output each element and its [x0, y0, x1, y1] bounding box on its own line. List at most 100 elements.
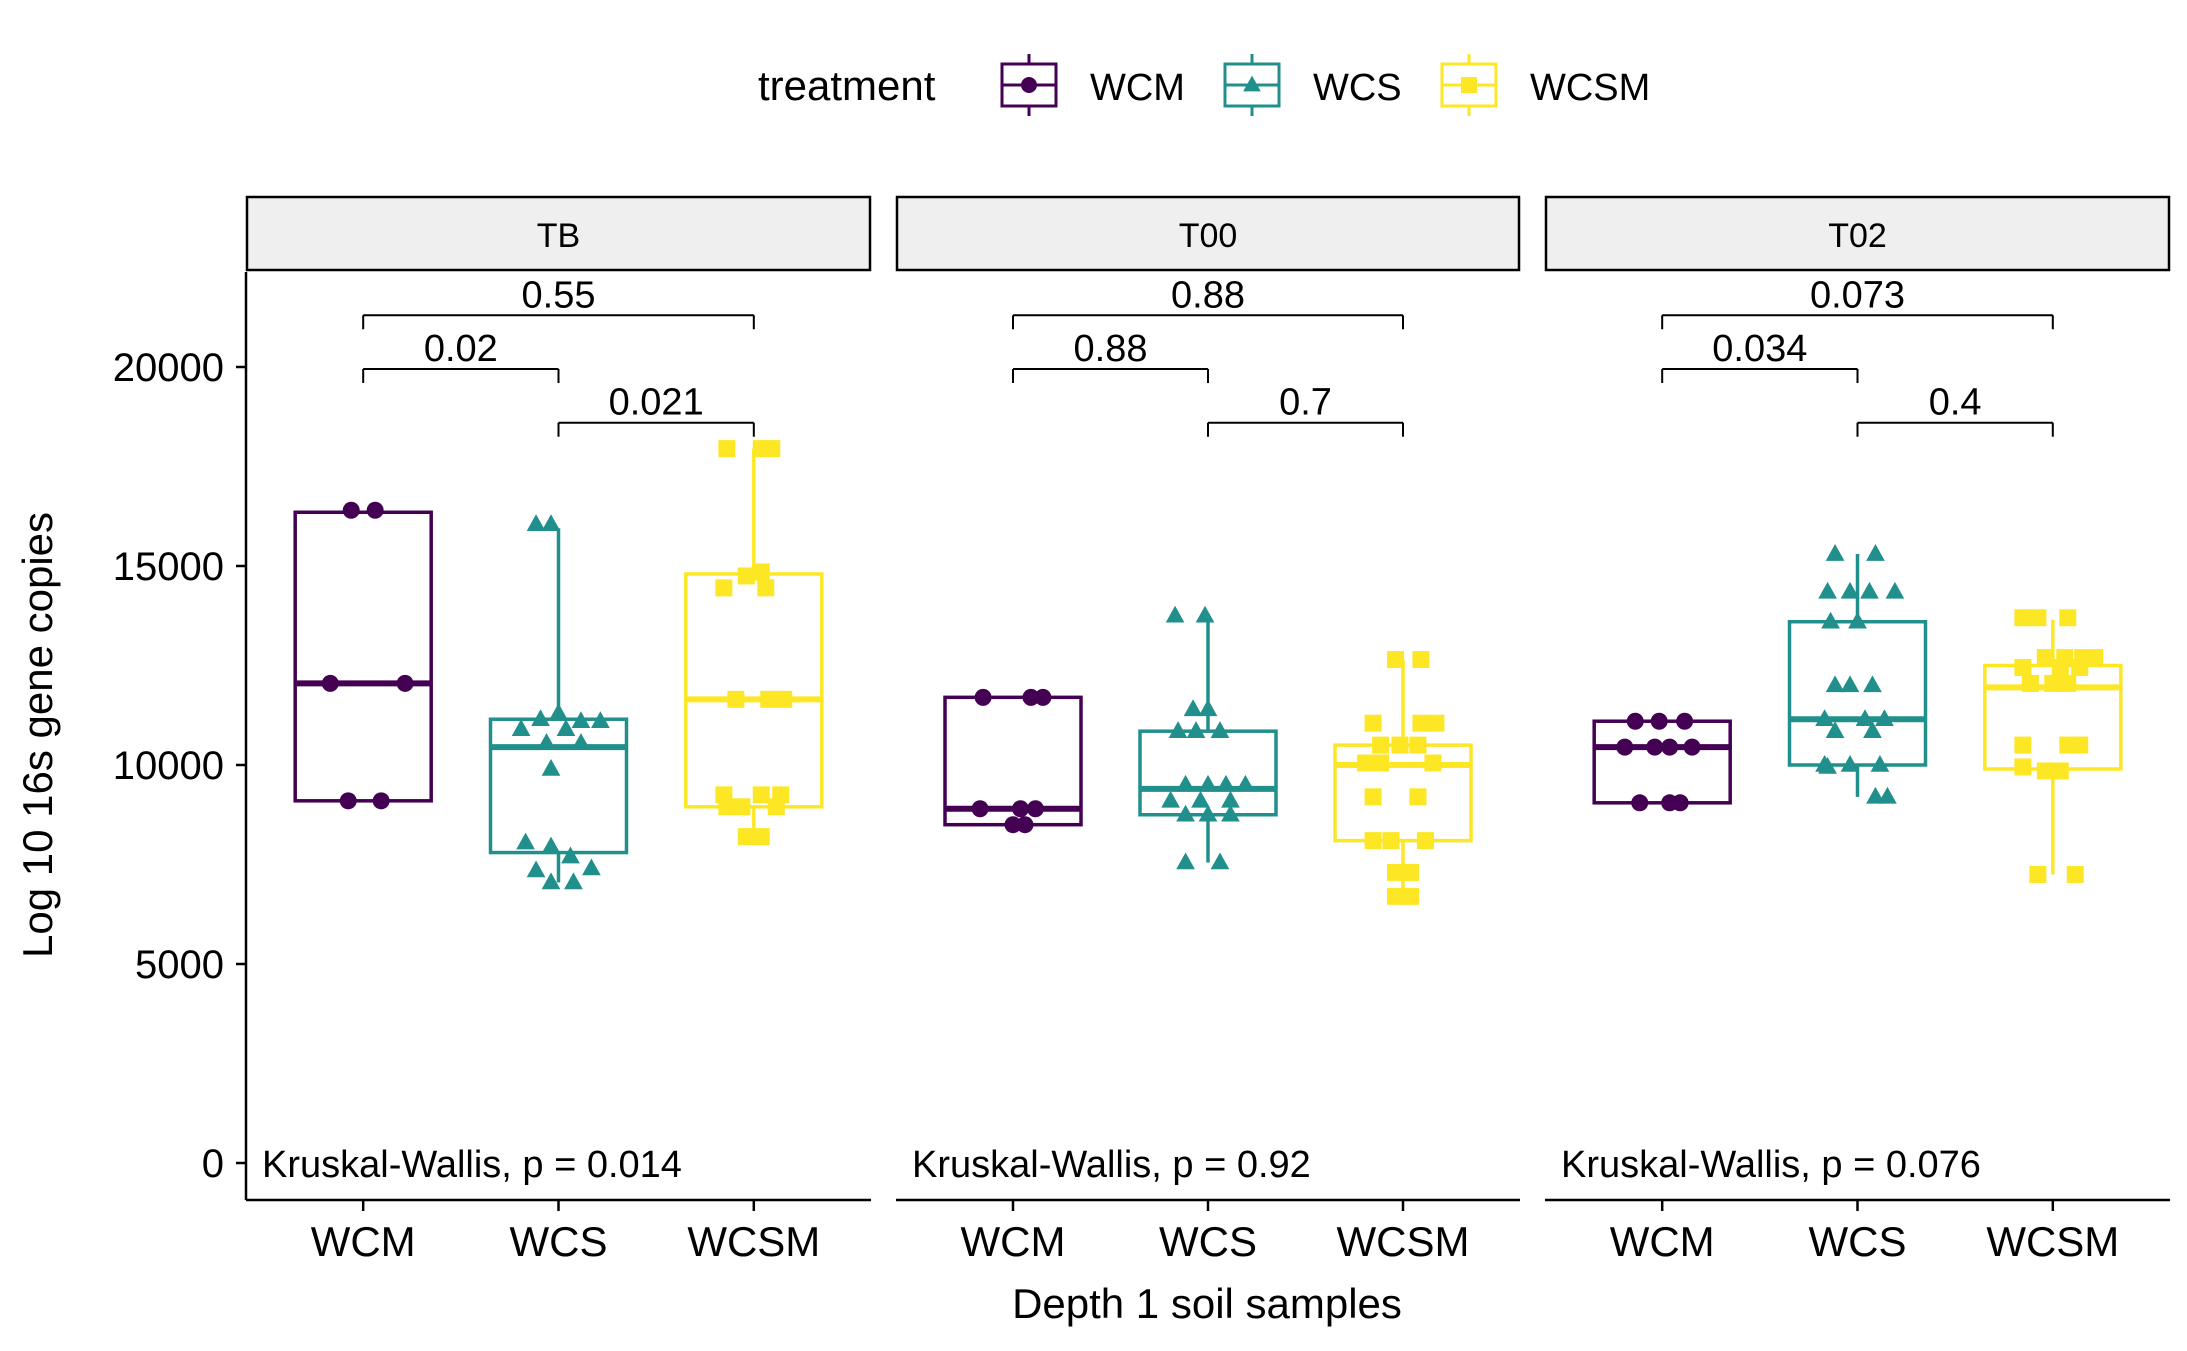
data-point: [2036, 649, 2054, 667]
data-point: [1011, 800, 1029, 818]
box-body: [488, 717, 629, 855]
x-tick-label: WCSM: [687, 1218, 820, 1265]
x-tick-label: WCM: [961, 1218, 1066, 1265]
data-point: [1840, 754, 1860, 772]
x-tick-label: WCS: [1809, 1218, 1907, 1265]
data-point: [1866, 786, 1885, 804]
strip-label: T02: [1828, 217, 1887, 255]
data-point: [372, 792, 390, 810]
data-point: [2051, 762, 2069, 780]
data-point: [541, 872, 561, 890]
kruskal-label: Kruskal-Wallis, p = 0.92: [912, 1144, 1311, 1186]
data-point: [2014, 758, 2032, 776]
data-point: [531, 709, 550, 727]
data-point: [971, 800, 989, 818]
comparison-bracket: 0.073: [1661, 274, 2054, 330]
data-point: [2066, 865, 2084, 883]
legend-item-wcm: WCM: [1000, 54, 1185, 116]
data-point: [737, 828, 755, 846]
data-point: [1391, 736, 1409, 754]
box-wcm: [1592, 712, 1732, 812]
box-body: [1333, 743, 1473, 843]
data-point: [1176, 852, 1195, 870]
box-wcsm: [1983, 609, 2123, 883]
legend-label: WCM: [1090, 67, 1185, 109]
legend-item-wcsm: WCSM: [1440, 54, 1650, 116]
data-point: [366, 501, 384, 519]
data-point: [1216, 774, 1236, 792]
comparison-bracket: 0.02: [362, 328, 560, 383]
data-point: [1676, 712, 1694, 730]
strip: [1544, 195, 2171, 272]
data-point: [1866, 544, 1885, 561]
box-body: [293, 510, 433, 803]
legend-item-wcs: WCS: [1223, 54, 1402, 116]
data-point: [1840, 675, 1860, 693]
data-point: [715, 579, 733, 597]
panels: 0 5000 10000 15000 20000 TB WCM WCS WCSM 0.55 0.02…: [113, 195, 2171, 1265]
legend-label: WCS: [1313, 67, 1402, 109]
data-point: [752, 563, 770, 581]
data-point: [2029, 609, 2047, 627]
data-point: [1818, 581, 1837, 599]
data-point: [1198, 699, 1218, 717]
strip-label: T00: [1179, 217, 1238, 255]
strip: [245, 195, 872, 272]
data-point: [591, 711, 610, 729]
p-value-label: 0.02: [424, 328, 498, 370]
kruskal-label: Kruskal-Wallis, p = 0.076: [1561, 1144, 1981, 1186]
data-point: [1840, 581, 1860, 599]
data-point: [561, 846, 580, 864]
x-tick-label: WCM: [311, 1218, 416, 1265]
data-point: [737, 567, 755, 585]
data-point: [2059, 609, 2077, 627]
data-point: [582, 858, 601, 876]
data-point: [1210, 721, 1230, 738]
p-value-label: 0.034: [1712, 328, 1807, 370]
box-wcs: [1787, 544, 1928, 804]
data-point: [2059, 674, 2077, 692]
data-point: [1176, 804, 1195, 822]
data-point: [1165, 605, 1185, 623]
data-point: [1221, 804, 1240, 822]
data-point: [342, 501, 360, 519]
comparison-bracket: 0.021: [557, 382, 755, 437]
box-wcs: [488, 514, 629, 890]
data-point: [1195, 605, 1215, 623]
data-point: [2014, 736, 2032, 754]
comparison-bracket: 0.034: [1661, 328, 1859, 383]
data-point: [564, 872, 583, 890]
data-point: [757, 579, 775, 597]
data-point: [2044, 674, 2062, 692]
data-point: [1198, 804, 1218, 822]
data-point: [1821, 611, 1840, 629]
data-point: [2051, 658, 2069, 676]
panel-tb: TB WCM WCS WCSM 0.55 0.02 0.021 Kruskal-Wallis,…: [245, 195, 872, 1265]
y-tick-label: 0: [202, 1142, 224, 1186]
strip-label: TB: [537, 217, 580, 255]
data-point: [1221, 790, 1240, 808]
data-point: [2021, 674, 2039, 692]
data-point: [1863, 675, 1882, 693]
data-point: [556, 719, 576, 736]
p-value-label: 0.7: [1279, 382, 1332, 424]
y-tick-label: 5000: [135, 943, 224, 987]
data-point: [763, 440, 781, 458]
data-point: [1860, 581, 1879, 599]
data-point: [1416, 832, 1434, 850]
data-point: [1646, 738, 1664, 756]
data-point: [767, 798, 785, 816]
data-point: [1626, 712, 1644, 730]
panel-t00: T00 WCM WCS WCSM 0.88 0.88 0.7 Kruskal-Wallis, …: [895, 195, 1521, 1265]
data-point: [1004, 816, 1022, 834]
data-point: [1401, 863, 1419, 881]
data-point: [526, 860, 546, 878]
box-body: [943, 695, 1083, 827]
data-point: [1616, 738, 1634, 756]
p-value-label: 0.88: [1074, 328, 1148, 370]
data-point: [1825, 544, 1845, 561]
box-body: [1787, 619, 1928, 767]
box-wcsm: [1333, 651, 1473, 905]
